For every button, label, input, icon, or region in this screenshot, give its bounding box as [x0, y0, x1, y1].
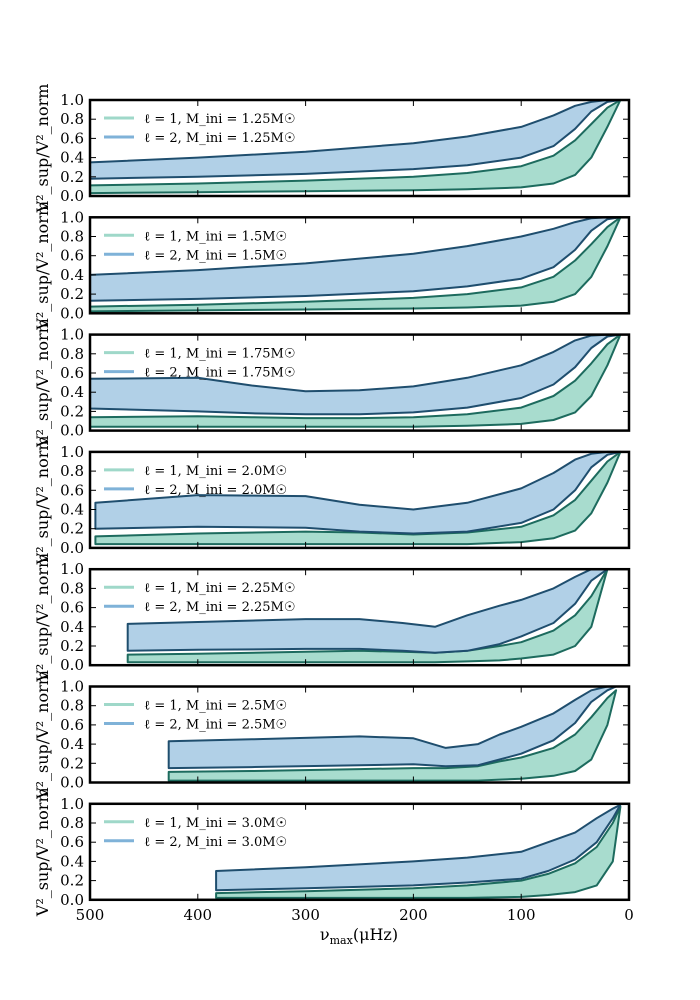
- y-tick-label: 0.2: [60, 754, 84, 772]
- y-axis-label: V²_sup/V²_norm: [33, 670, 52, 800]
- y-axis-label: V²_sup/V²_norm: [33, 435, 52, 565]
- y-tick-label: 0.4: [60, 852, 84, 870]
- y-tick-label: 1.0: [60, 326, 84, 344]
- panel-1: 0.00.20.4 0.60.81.0 V²_sup/V²_norm ℓ = 1, M…: [33, 84, 631, 214]
- y-tick-label: 0.4: [60, 383, 84, 401]
- panel-5: 0.00.20.40.6 0.81.0 V²_sup/V²_norm ℓ = 1, M…: [33, 553, 631, 683]
- y-tick-label: 0.2: [60, 520, 84, 538]
- y-tick-label: 1.0: [60, 208, 84, 226]
- y-tick-label: 1.0: [60, 91, 84, 109]
- y-tick-label: 0.8: [60, 579, 84, 597]
- panel-frame: [88, 333, 631, 432]
- panel-7: 0.00.2 0.40.60.81.0 V²_sup/V²_norm ℓ = 1, M…: [33, 787, 631, 917]
- legend-entry: ℓ = 1, M_ini = 1.5M☉: [144, 229, 287, 244]
- y-tick-label: 0.2: [60, 168, 84, 186]
- y-tick-label: 1.0: [60, 443, 84, 461]
- y-axis-label: V²_sup/V²_norm: [33, 201, 52, 331]
- y-tick-label: 0.6: [60, 247, 84, 265]
- y-tick-label: 0.6: [60, 481, 84, 499]
- y-tick-label: 0.4: [60, 735, 84, 753]
- l2-band: [94, 450, 622, 535]
- panel-frame: [88, 567, 631, 667]
- y-tick-label: 0.0: [60, 891, 84, 909]
- panel-frame: [88, 216, 631, 315]
- x-tick-label: 100: [507, 906, 536, 924]
- legend-entry: ℓ = 1, M_ini = 2.5M☉: [144, 699, 287, 714]
- l1-band: [89, 333, 622, 428]
- y-tick-label: 0.0: [60, 656, 84, 674]
- x-tick-label: 400: [183, 906, 212, 924]
- panel-frame: [88, 685, 631, 784]
- y-tick-label: 0.2: [60, 285, 84, 303]
- y-tick-label: 1.0: [60, 560, 84, 578]
- l1-band: [215, 805, 622, 899]
- y-tick-label: 0.6: [60, 599, 84, 617]
- l1-band: [167, 689, 618, 782]
- y-tick-label: 0.4: [60, 149, 84, 167]
- y-tick-label: 0.2: [60, 402, 84, 420]
- x-axis-label-sub: max: [330, 934, 354, 947]
- x-axis: νmax(μHz) 500 400 300 200 100 0: [76, 906, 634, 947]
- legend-entry: ℓ = 1, M_ini = 2.25M☉: [144, 581, 296, 596]
- legend-entry: ℓ = 1, M_ini = 1.75M☉: [144, 347, 296, 362]
- y-tick-label: 0.4: [60, 501, 84, 519]
- y-axis-label: V²_sup/V²_norm: [33, 787, 52, 917]
- panel-6: 0.0 0.20.40.60.81.0 V²_sup/V²_norm ℓ = 1, M…: [33, 670, 631, 800]
- y-tick-label: 1.0: [60, 795, 84, 813]
- y-tick-label: 0.2: [60, 872, 84, 890]
- legend-entry: ℓ = 2, M_ini = 2.0M☉: [144, 483, 287, 498]
- y-tick-label: 0.0: [60, 539, 84, 557]
- legend-entry: ℓ = 2, M_ini = 3.0M☉: [144, 835, 287, 850]
- y-axis-label: V²_sup/V²_norm: [33, 318, 52, 448]
- legend-entry: ℓ = 2, M_ini = 2.5M☉: [144, 718, 287, 733]
- panel-4: 0.00.20.4 0.60.81.0 V²_sup/V²_norm ℓ = 1, M…: [33, 435, 631, 565]
- panel-frame: [88, 450, 631, 550]
- y-tick-label: 0.8: [60, 462, 84, 480]
- panel-frame: [88, 802, 631, 902]
- panels-group: 0.00.20.40.60.81.0V²_sup/V²_norm ℓ = 1, M…: [33, 84, 631, 917]
- x-axis-label: νmax(μHz): [320, 925, 398, 947]
- y-tick-label: 1.0: [60, 678, 84, 696]
- x-tick-label: 0: [624, 906, 634, 924]
- y-tick-label: 0.0: [60, 774, 84, 792]
- l2-band: [126, 568, 609, 654]
- panel-2: 0.00.20.40.60.8 1.0 V²_sup/V²_norm ℓ = 1, M…: [33, 201, 631, 331]
- y-tick-label: 0.4: [60, 266, 84, 284]
- y-tick-label: 0.8: [60, 697, 84, 715]
- legend-entry: ℓ = 1, M_ini = 1.25M☉: [144, 112, 296, 127]
- y-tick-label: 0.6: [60, 129, 84, 147]
- y-tick-label: 0.8: [60, 814, 84, 832]
- y-tick-label: 0.2: [60, 637, 84, 655]
- y-axis-label: V²_sup/V²_norm: [33, 84, 52, 214]
- y-tick-label: 0.4: [60, 618, 84, 636]
- y-tick-label: 0.6: [60, 716, 84, 734]
- legend-entry: ℓ = 1, M_ini = 2.0M☉: [144, 464, 287, 479]
- l2-band: [215, 803, 622, 892]
- x-tick-label: 500: [76, 906, 105, 924]
- x-tick-label: 200: [399, 906, 428, 924]
- legend-entry: ℓ = 2, M_ini = 1.75M☉: [144, 366, 296, 381]
- legend-entry: ℓ = 1, M_ini = 3.0M☉: [144, 816, 287, 831]
- y-tick-label: 0.8: [60, 110, 84, 128]
- y-tick-label: 0.0: [60, 304, 84, 322]
- y-tick-label: 0.6: [60, 833, 84, 851]
- l2-band: [167, 685, 618, 770]
- x-axis-label-unit: (μHz): [353, 925, 398, 944]
- legend-entry: ℓ = 2, M_ini = 1.5M☉: [144, 248, 287, 263]
- legend-entry: ℓ = 2, M_ini = 1.25M☉: [144, 131, 296, 146]
- l1-band: [89, 99, 622, 195]
- x-axis-label-nu: ν: [320, 925, 330, 944]
- y-tick-label: 0.0: [60, 187, 84, 205]
- l1-band: [89, 216, 622, 313]
- y-tick-label: 0.0: [60, 422, 84, 440]
- x-tick-label: 300: [291, 906, 320, 924]
- legend-entry: ℓ = 2, M_ini = 2.25M☉: [144, 600, 296, 615]
- y-tick-label: 0.6: [60, 364, 84, 382]
- y-axis-label: V²_sup/V²_norm: [33, 553, 52, 683]
- y-tick-label: 0.8: [60, 345, 84, 363]
- panel-frame: [88, 98, 631, 198]
- panel-3: 0.0 0.20.40.60.81.0 V²_sup/V²_norm ℓ = 1, M…: [33, 318, 631, 448]
- y-tick-label: 0.8: [60, 228, 84, 246]
